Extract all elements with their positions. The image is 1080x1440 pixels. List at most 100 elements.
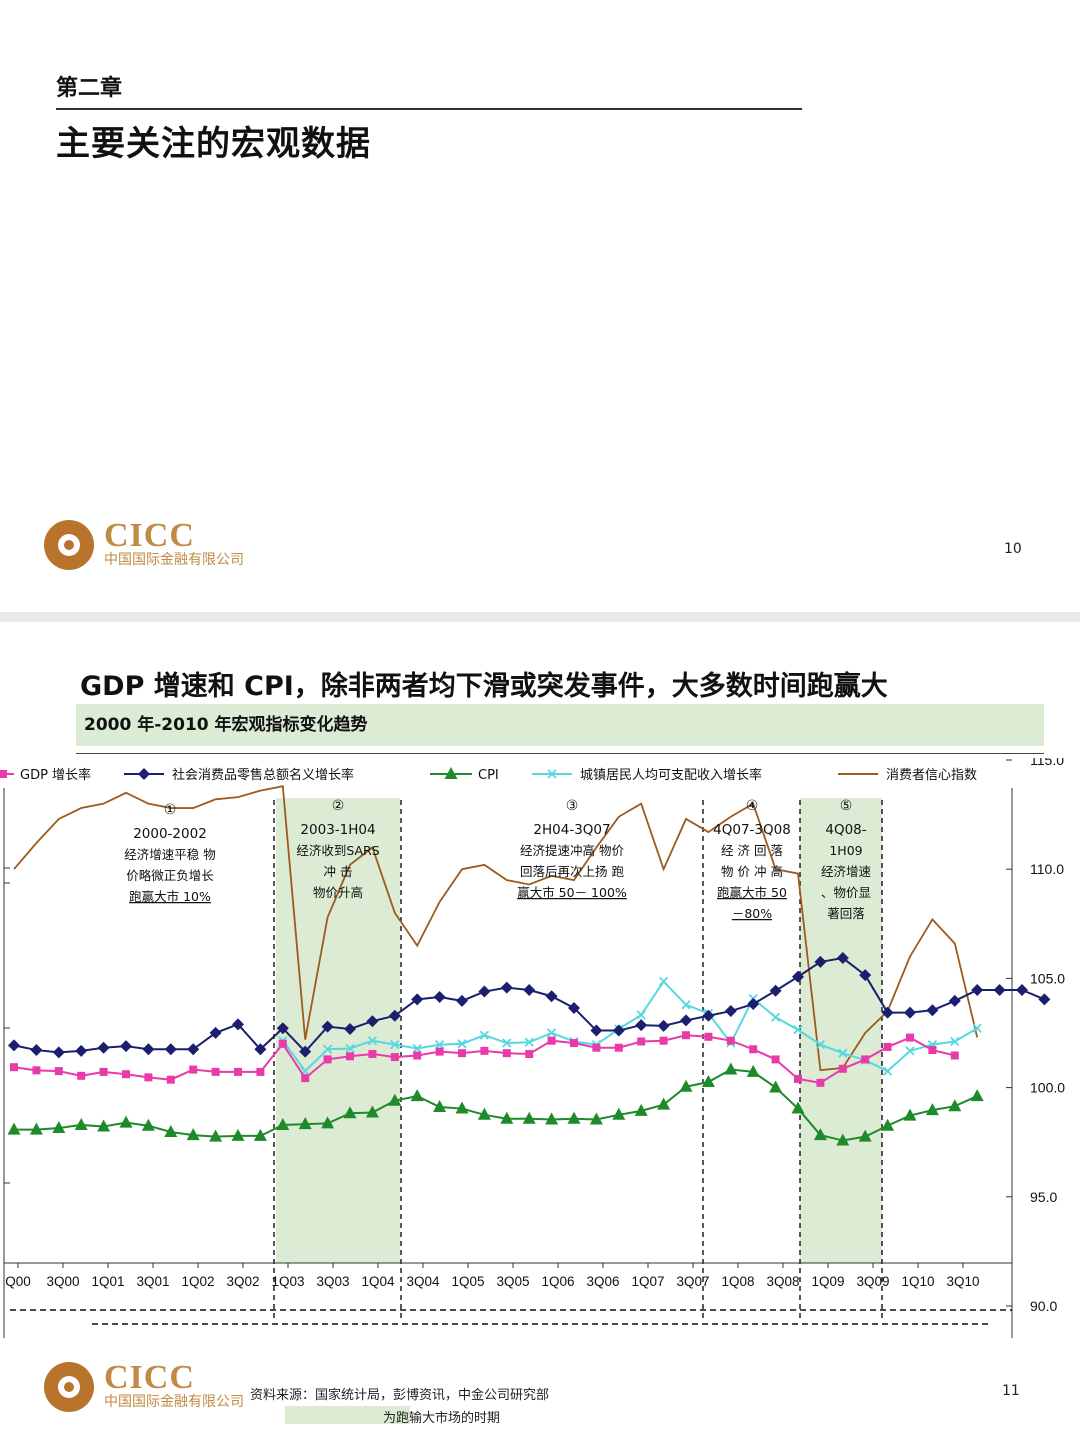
data-point-retail xyxy=(1038,993,1051,1006)
data-point-retail xyxy=(1016,984,1028,996)
annotation-text: 经济提速冲高 物价 xyxy=(520,843,624,858)
page-number: 11 xyxy=(1002,1383,1020,1399)
data-point-retail xyxy=(209,1026,222,1039)
legend-label-cpi: CPI xyxy=(478,768,499,783)
data-point-gdp xyxy=(883,1042,892,1051)
data-point-income xyxy=(479,1030,490,1040)
x-tick-label: 1Q01 xyxy=(91,1274,124,1289)
x-tick-label: 3Q09 xyxy=(856,1274,889,1289)
right-axis-label: 105.0 xyxy=(1030,970,1065,986)
data-point-gdp xyxy=(838,1064,847,1073)
data-point-gdp xyxy=(525,1049,534,1058)
data-point-cpi xyxy=(388,1093,402,1106)
data-point-retail xyxy=(164,1043,177,1056)
data-point-gdp xyxy=(435,1047,444,1056)
data-point-income xyxy=(815,1039,826,1050)
data-point-retail xyxy=(657,1019,670,1032)
data-point-income xyxy=(950,1036,960,1047)
data-point-income xyxy=(972,1023,982,1033)
data-point-retail xyxy=(702,1009,715,1022)
data-point-income xyxy=(524,1037,534,1047)
data-point-income xyxy=(681,1000,691,1010)
data-point-gdp xyxy=(547,1036,556,1045)
right-axis-label: 90.0 xyxy=(1030,1298,1057,1314)
data-point-gdp xyxy=(704,1032,713,1041)
shaded-period-1 xyxy=(276,798,400,1263)
data-point-income xyxy=(636,1010,646,1020)
data-point-retail xyxy=(680,1014,692,1027)
data-point-gdp xyxy=(189,1065,198,1074)
data-point-cpi xyxy=(365,1105,379,1118)
data-point-retail xyxy=(545,990,558,1003)
data-point-cpi xyxy=(455,1101,469,1114)
macro-indicators-chart: 115.0 110.0 105.0 100.0 95.0 90.0 Q00 3Q00 1Q01 3… xyxy=(0,758,1065,1338)
data-point-retail xyxy=(500,981,513,994)
annotation-text: －80% xyxy=(732,906,772,921)
data-point-cpi xyxy=(477,1107,491,1120)
data-point-cpi xyxy=(679,1079,693,1092)
data-point-gdp xyxy=(458,1049,466,1058)
slide-page-11: GDP 增速和 CPI，除非两者均下滑或突发事件，大多数时间跑赢大 2000 年… xyxy=(0,622,1080,1440)
data-point-retail xyxy=(433,991,446,1004)
data-point-cpi xyxy=(634,1103,648,1116)
data-point-retail xyxy=(814,955,827,968)
data-point-gdp xyxy=(659,1036,668,1045)
data-point-gdp xyxy=(749,1045,758,1054)
cicc-logo: CICC 中国国际金融有限公司 xyxy=(44,1359,244,1412)
logo-text-en: CICC xyxy=(104,1359,195,1396)
data-point-cpi xyxy=(433,1100,447,1112)
data-point-retail xyxy=(948,994,961,1007)
data-point-retail xyxy=(254,1043,267,1056)
data-point-retail xyxy=(769,984,782,997)
data-point-income xyxy=(434,1039,445,1050)
data-point-income xyxy=(345,1043,355,1054)
data-point-retail xyxy=(276,1022,289,1035)
source-note: 资料来源：国家统计局，彭博资讯，中金公司研究部 xyxy=(250,1388,550,1403)
data-point-retail xyxy=(859,969,872,982)
shaded-period-text: 经济收到SARS xyxy=(296,843,379,858)
data-point-gdp xyxy=(211,1067,220,1076)
data-point-cpi xyxy=(522,1111,536,1124)
data-point-gdp xyxy=(32,1066,41,1075)
data-point-gdp xyxy=(682,1031,690,1040)
shaded-period-number: ⑤ xyxy=(840,798,853,814)
data-point-retail xyxy=(523,984,536,996)
shaded-period-number: ② xyxy=(332,798,345,814)
data-point-retail xyxy=(344,1023,356,1035)
shaded-period-text: 4Q08- xyxy=(825,822,866,838)
data-point-retail xyxy=(478,985,491,998)
legend-label-retail: 社会消费品零售总额名义增长率 xyxy=(172,767,354,783)
annotation-text: 4Q07-3Q08 xyxy=(713,822,791,838)
data-point-cpi xyxy=(746,1064,760,1077)
data-point-gdp xyxy=(614,1043,623,1052)
shaded-period-text: 、物价显 xyxy=(821,885,871,900)
data-point-income xyxy=(367,1036,378,1046)
data-point-gdp xyxy=(234,1067,242,1076)
data-point-cpi xyxy=(7,1122,21,1135)
data-point-gdp xyxy=(301,1074,310,1083)
data-point-retail xyxy=(926,1004,939,1017)
right-axis-label: 95.0 xyxy=(1030,1189,1057,1205)
data-point-gdp xyxy=(413,1051,422,1060)
data-point-cpi xyxy=(343,1106,357,1119)
data-point-retail xyxy=(388,1009,401,1022)
data-point-cpi xyxy=(881,1118,895,1131)
data-point-gdp xyxy=(144,1073,153,1082)
data-point-cpi xyxy=(858,1129,872,1142)
logo-text-cn: 中国国际金融有限公司 xyxy=(104,552,244,568)
data-point-cpi xyxy=(253,1128,267,1141)
data-point-cpi xyxy=(612,1107,626,1120)
page-number: 10 xyxy=(1004,541,1022,557)
data-point-retail xyxy=(299,1045,312,1058)
annotation-text: 2H04-3Q07 xyxy=(533,822,610,838)
data-point-retail xyxy=(904,1006,916,1019)
x-tick-label: 3Q04 xyxy=(406,1274,440,1289)
data-point-cpi xyxy=(410,1089,424,1102)
data-point-gdp xyxy=(950,1051,959,1060)
data-point-cpi xyxy=(545,1112,559,1125)
data-point-gdp xyxy=(637,1037,646,1046)
x-tick-label: 1Q07 xyxy=(631,1274,664,1289)
x-tick-label: 3Q05 xyxy=(496,1274,529,1289)
shaded-period-legend-label: 为跑输大市场的时期 xyxy=(383,1411,501,1426)
slide-page-10: 第二章 主要关注的宏观数据 CICC 中国国际金融有限公司 10 xyxy=(0,0,1080,612)
